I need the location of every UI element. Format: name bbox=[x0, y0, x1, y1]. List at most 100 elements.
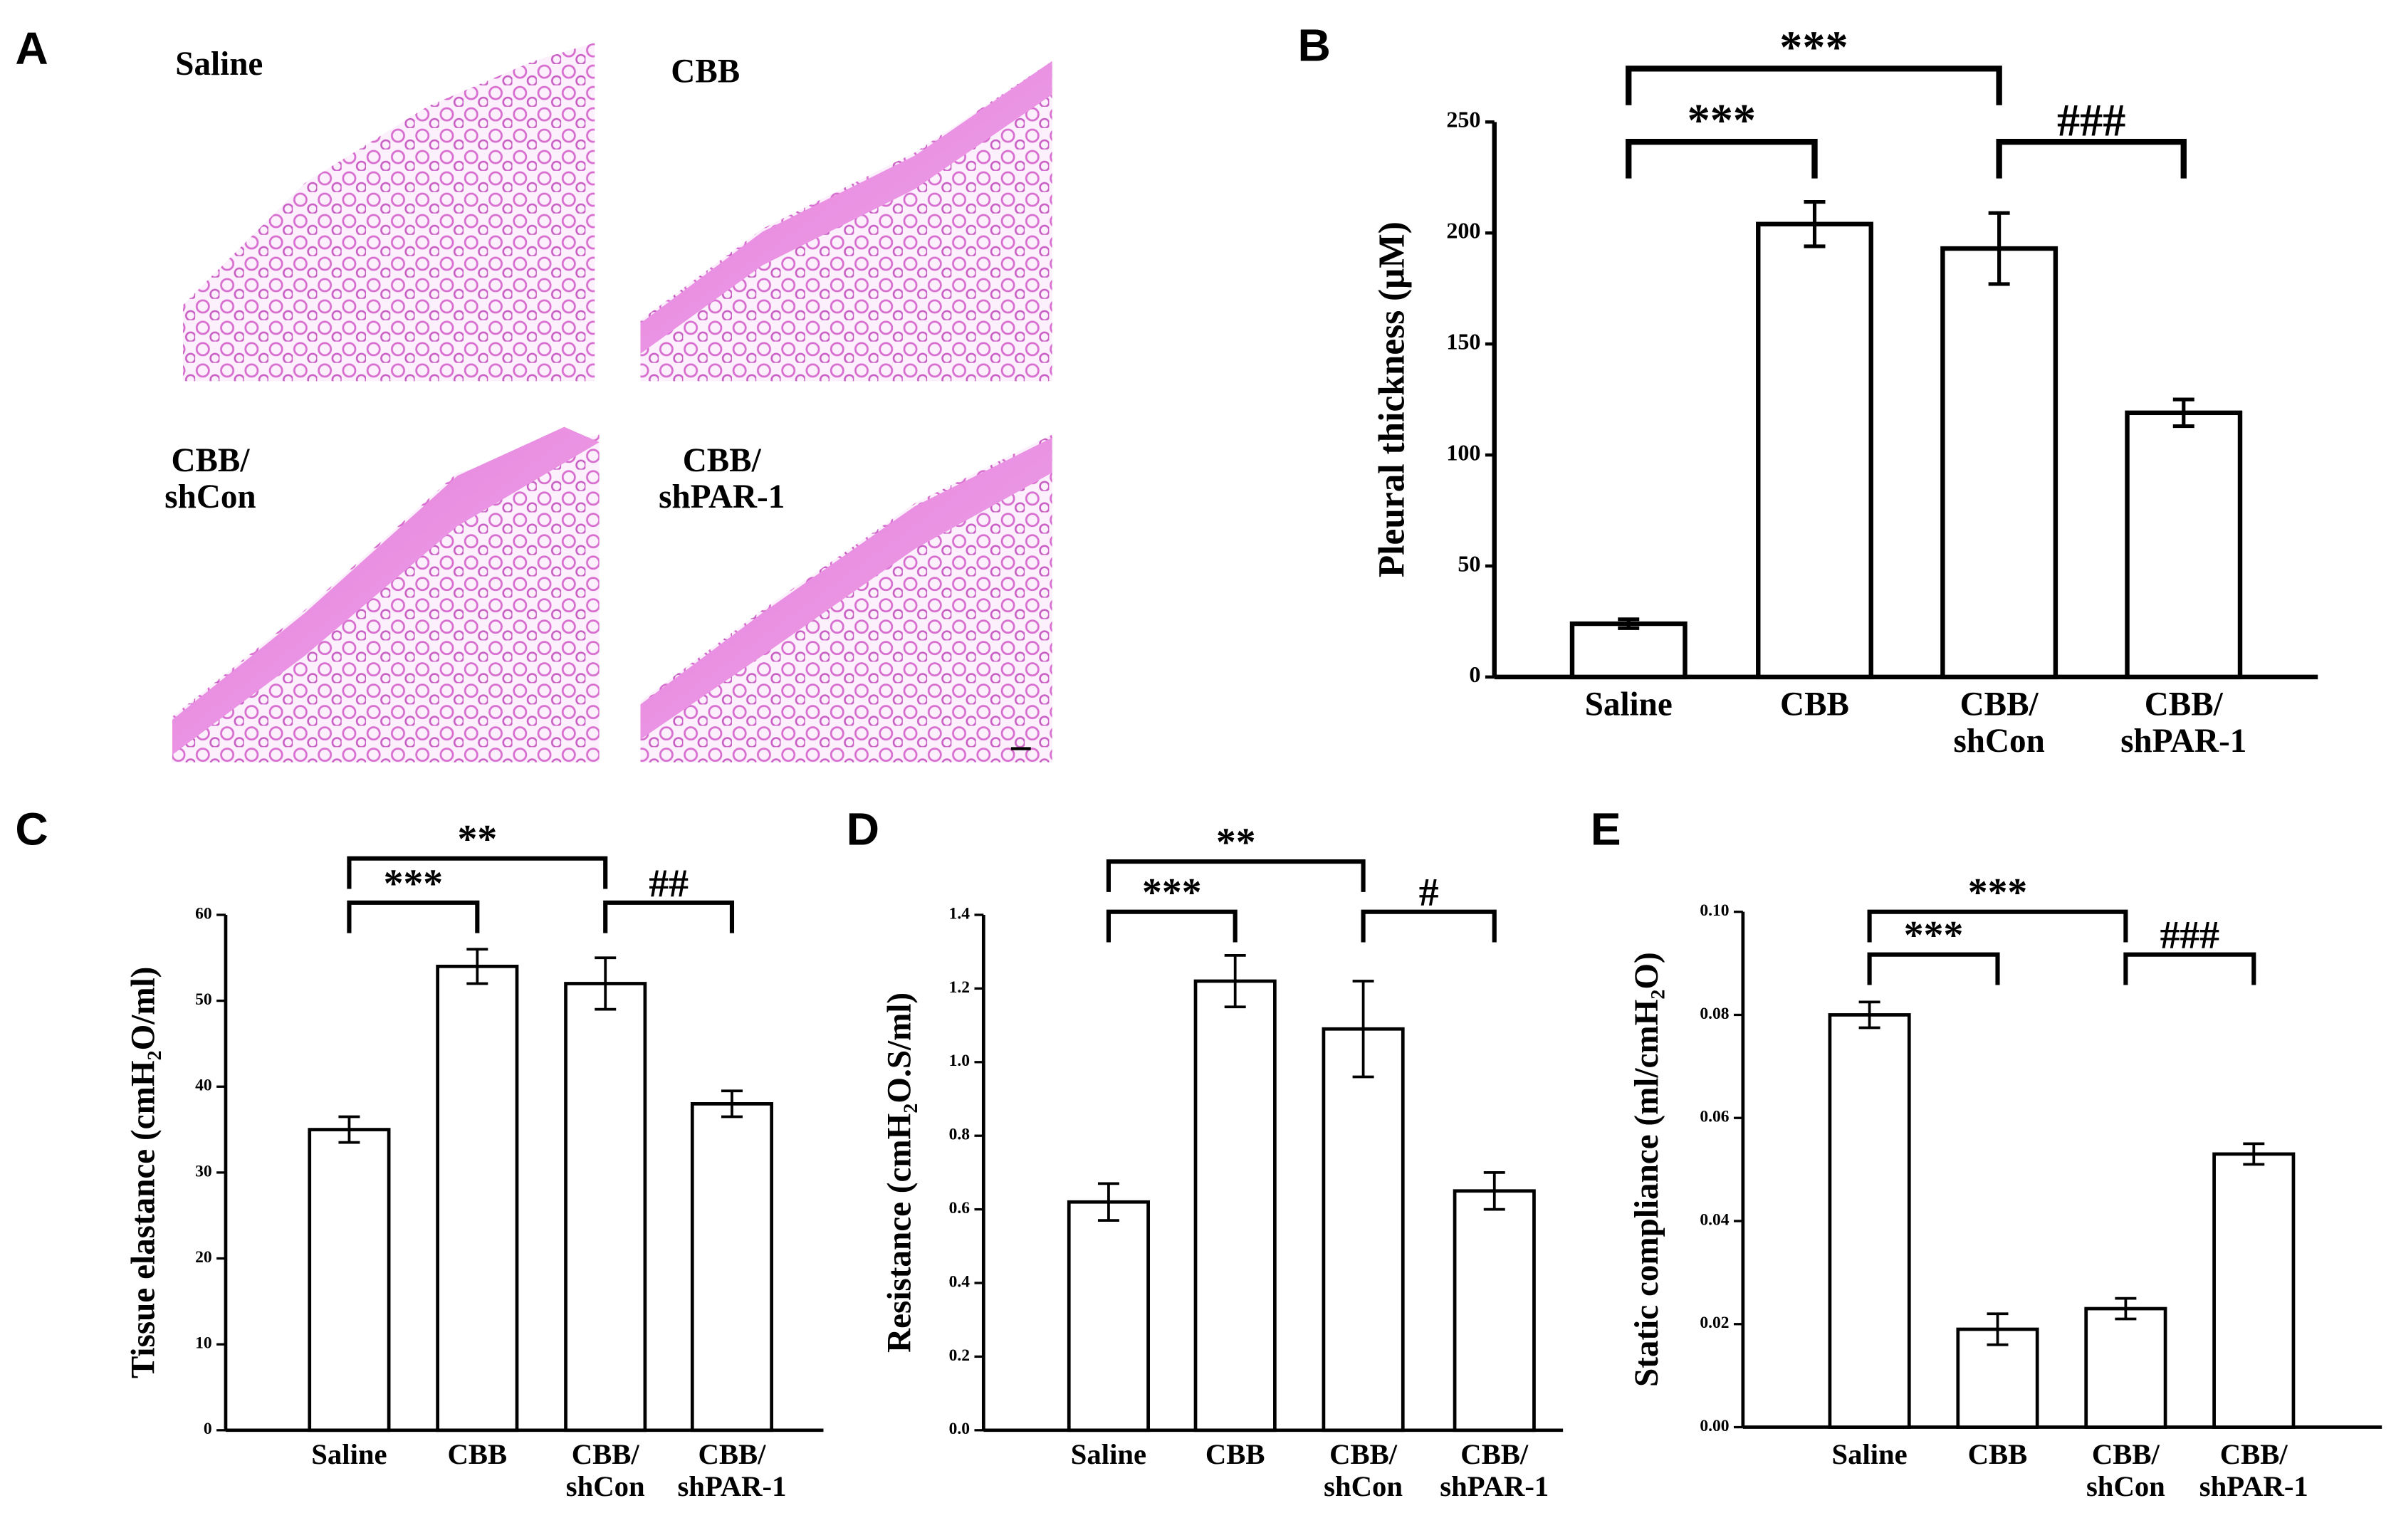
y-tick-label: 0.10 bbox=[1700, 901, 1729, 920]
error-bar bbox=[721, 1089, 743, 1119]
y-tick-label: 0.6 bbox=[949, 1199, 970, 1217]
significance-bracket bbox=[1361, 909, 1497, 943]
bar bbox=[2125, 410, 2243, 680]
significance-bracket bbox=[1626, 66, 2002, 105]
significance-label: *** bbox=[1968, 871, 2028, 915]
error-bar bbox=[1804, 200, 1826, 248]
error-bar bbox=[2115, 1297, 2137, 1321]
error-bar bbox=[1858, 1000, 1880, 1030]
x-tick-label: Saline bbox=[1584, 684, 1673, 723]
error-bar bbox=[1988, 211, 2010, 286]
y-tick-label: 50 bbox=[195, 990, 212, 1009]
x-tick-label: Saline bbox=[1070, 1439, 1147, 1472]
significance-bracket bbox=[347, 900, 480, 933]
error-bar bbox=[2172, 397, 2194, 429]
significance-label: ### bbox=[2057, 95, 2125, 146]
significance-label: *** bbox=[384, 861, 444, 906]
y-axis-label: Tissue elastance (cmH₂O/ml) bbox=[125, 967, 162, 1378]
significance-bracket bbox=[1626, 138, 1818, 179]
y-tick-label: 0 bbox=[204, 1420, 212, 1438]
y-tick-label: 0.4 bbox=[949, 1272, 970, 1291]
bar bbox=[1322, 1027, 1405, 1432]
image-label: CBB/ shPAR-1 bbox=[659, 440, 785, 516]
error-bar bbox=[1224, 953, 1246, 1009]
y-tick-label: 0.06 bbox=[1700, 1108, 1729, 1126]
error-bar bbox=[338, 1115, 360, 1144]
significance-label: *** bbox=[1779, 22, 1848, 73]
micrograph bbox=[172, 419, 600, 763]
y-tick-label: 0.02 bbox=[1700, 1314, 1729, 1332]
y-tick-label: 60 bbox=[195, 904, 212, 923]
y-tick-label: 0.00 bbox=[1700, 1417, 1729, 1435]
bar bbox=[308, 1128, 391, 1432]
significance-label: *** bbox=[1688, 95, 1756, 146]
significance-bracket bbox=[603, 900, 735, 933]
significance-bracket bbox=[1867, 909, 2128, 943]
error-bar bbox=[1097, 1182, 1119, 1222]
significance-label: ### bbox=[2160, 913, 2220, 958]
panel-letter: A bbox=[15, 24, 48, 75]
y-tick-label: 0.8 bbox=[949, 1126, 970, 1144]
image-label: CBB bbox=[671, 51, 741, 90]
significance-label: *** bbox=[1904, 913, 1964, 958]
image-label: CBB/ shCon bbox=[164, 440, 256, 516]
x-tick-label: CBB/ shCon bbox=[1953, 684, 2045, 760]
x-tick-label: CBB bbox=[447, 1439, 508, 1472]
micrograph bbox=[640, 419, 1052, 763]
y-tick-label: 200 bbox=[1446, 218, 1480, 243]
x-tick-label: CBB/ shPAR-1 bbox=[2199, 1439, 2308, 1504]
significance-bracket bbox=[1106, 909, 1238, 943]
y-tick-label: 250 bbox=[1446, 107, 1480, 132]
bar bbox=[2212, 1152, 2296, 1429]
bar bbox=[1193, 979, 1277, 1432]
bar bbox=[2084, 1306, 2167, 1429]
significance-label: # bbox=[1419, 871, 1439, 915]
y-tick-label: 0.2 bbox=[949, 1346, 970, 1365]
significance-bracket bbox=[2123, 952, 2256, 985]
panel-letter: B bbox=[1297, 21, 1331, 72]
error-bar bbox=[1352, 980, 1374, 1079]
x-tick-label: CBB bbox=[1967, 1439, 2028, 1472]
x-tick-label: CBB/ shCon bbox=[565, 1439, 645, 1504]
bar bbox=[436, 964, 519, 1432]
significance-label: ** bbox=[1216, 820, 1256, 864]
significance-bracket bbox=[1867, 952, 2000, 985]
y-tick-label: 100 bbox=[1446, 439, 1480, 465]
y-tick-label: 10 bbox=[195, 1334, 212, 1353]
x-tick-label: CBB bbox=[1205, 1439, 1265, 1472]
y-tick-label: 0.04 bbox=[1700, 1210, 1729, 1229]
error-bar bbox=[1483, 1171, 1505, 1211]
y-tick-label: 30 bbox=[195, 1162, 212, 1180]
bar bbox=[1067, 1200, 1150, 1432]
x-tick-label: CBB bbox=[1780, 684, 1849, 723]
x-tick-label: CBB/ shPAR-1 bbox=[677, 1439, 787, 1504]
bar bbox=[690, 1102, 774, 1432]
x-tick-label: Saline bbox=[311, 1439, 387, 1472]
significance-label: ** bbox=[457, 817, 497, 861]
bar bbox=[1828, 1013, 1911, 1429]
panel-letter: E bbox=[1590, 805, 1621, 856]
bar bbox=[1453, 1189, 1536, 1432]
y-axis-label: Pleural thickness (μM) bbox=[1371, 221, 1412, 577]
significance-bracket bbox=[347, 856, 608, 889]
significance-bracket bbox=[1106, 859, 1366, 892]
significance-label: ## bbox=[649, 861, 689, 906]
error-bar bbox=[2243, 1142, 2265, 1166]
panel-letter: C bbox=[15, 805, 48, 856]
bar bbox=[1569, 621, 1688, 680]
x-tick-label: CBB/ shPAR-1 bbox=[2120, 684, 2247, 760]
y-tick-label: 1.2 bbox=[949, 978, 970, 997]
error-bar bbox=[1987, 1312, 2009, 1346]
y-tick-label: 40 bbox=[195, 1077, 212, 1095]
x-tick-label: Saline bbox=[1831, 1439, 1908, 1472]
y-axis-label: Static compliance (ml/cmH₂O) bbox=[1628, 952, 1665, 1387]
y-tick-label: 0 bbox=[1469, 661, 1480, 687]
bar bbox=[564, 982, 647, 1432]
y-tick-label: 50 bbox=[1458, 550, 1480, 576]
bar bbox=[1756, 221, 1873, 680]
error-bar bbox=[1618, 617, 1640, 630]
x-tick-label: CBB/ shPAR-1 bbox=[1440, 1439, 1549, 1504]
x-tick-label: CBB/ shCon bbox=[1324, 1439, 1403, 1504]
